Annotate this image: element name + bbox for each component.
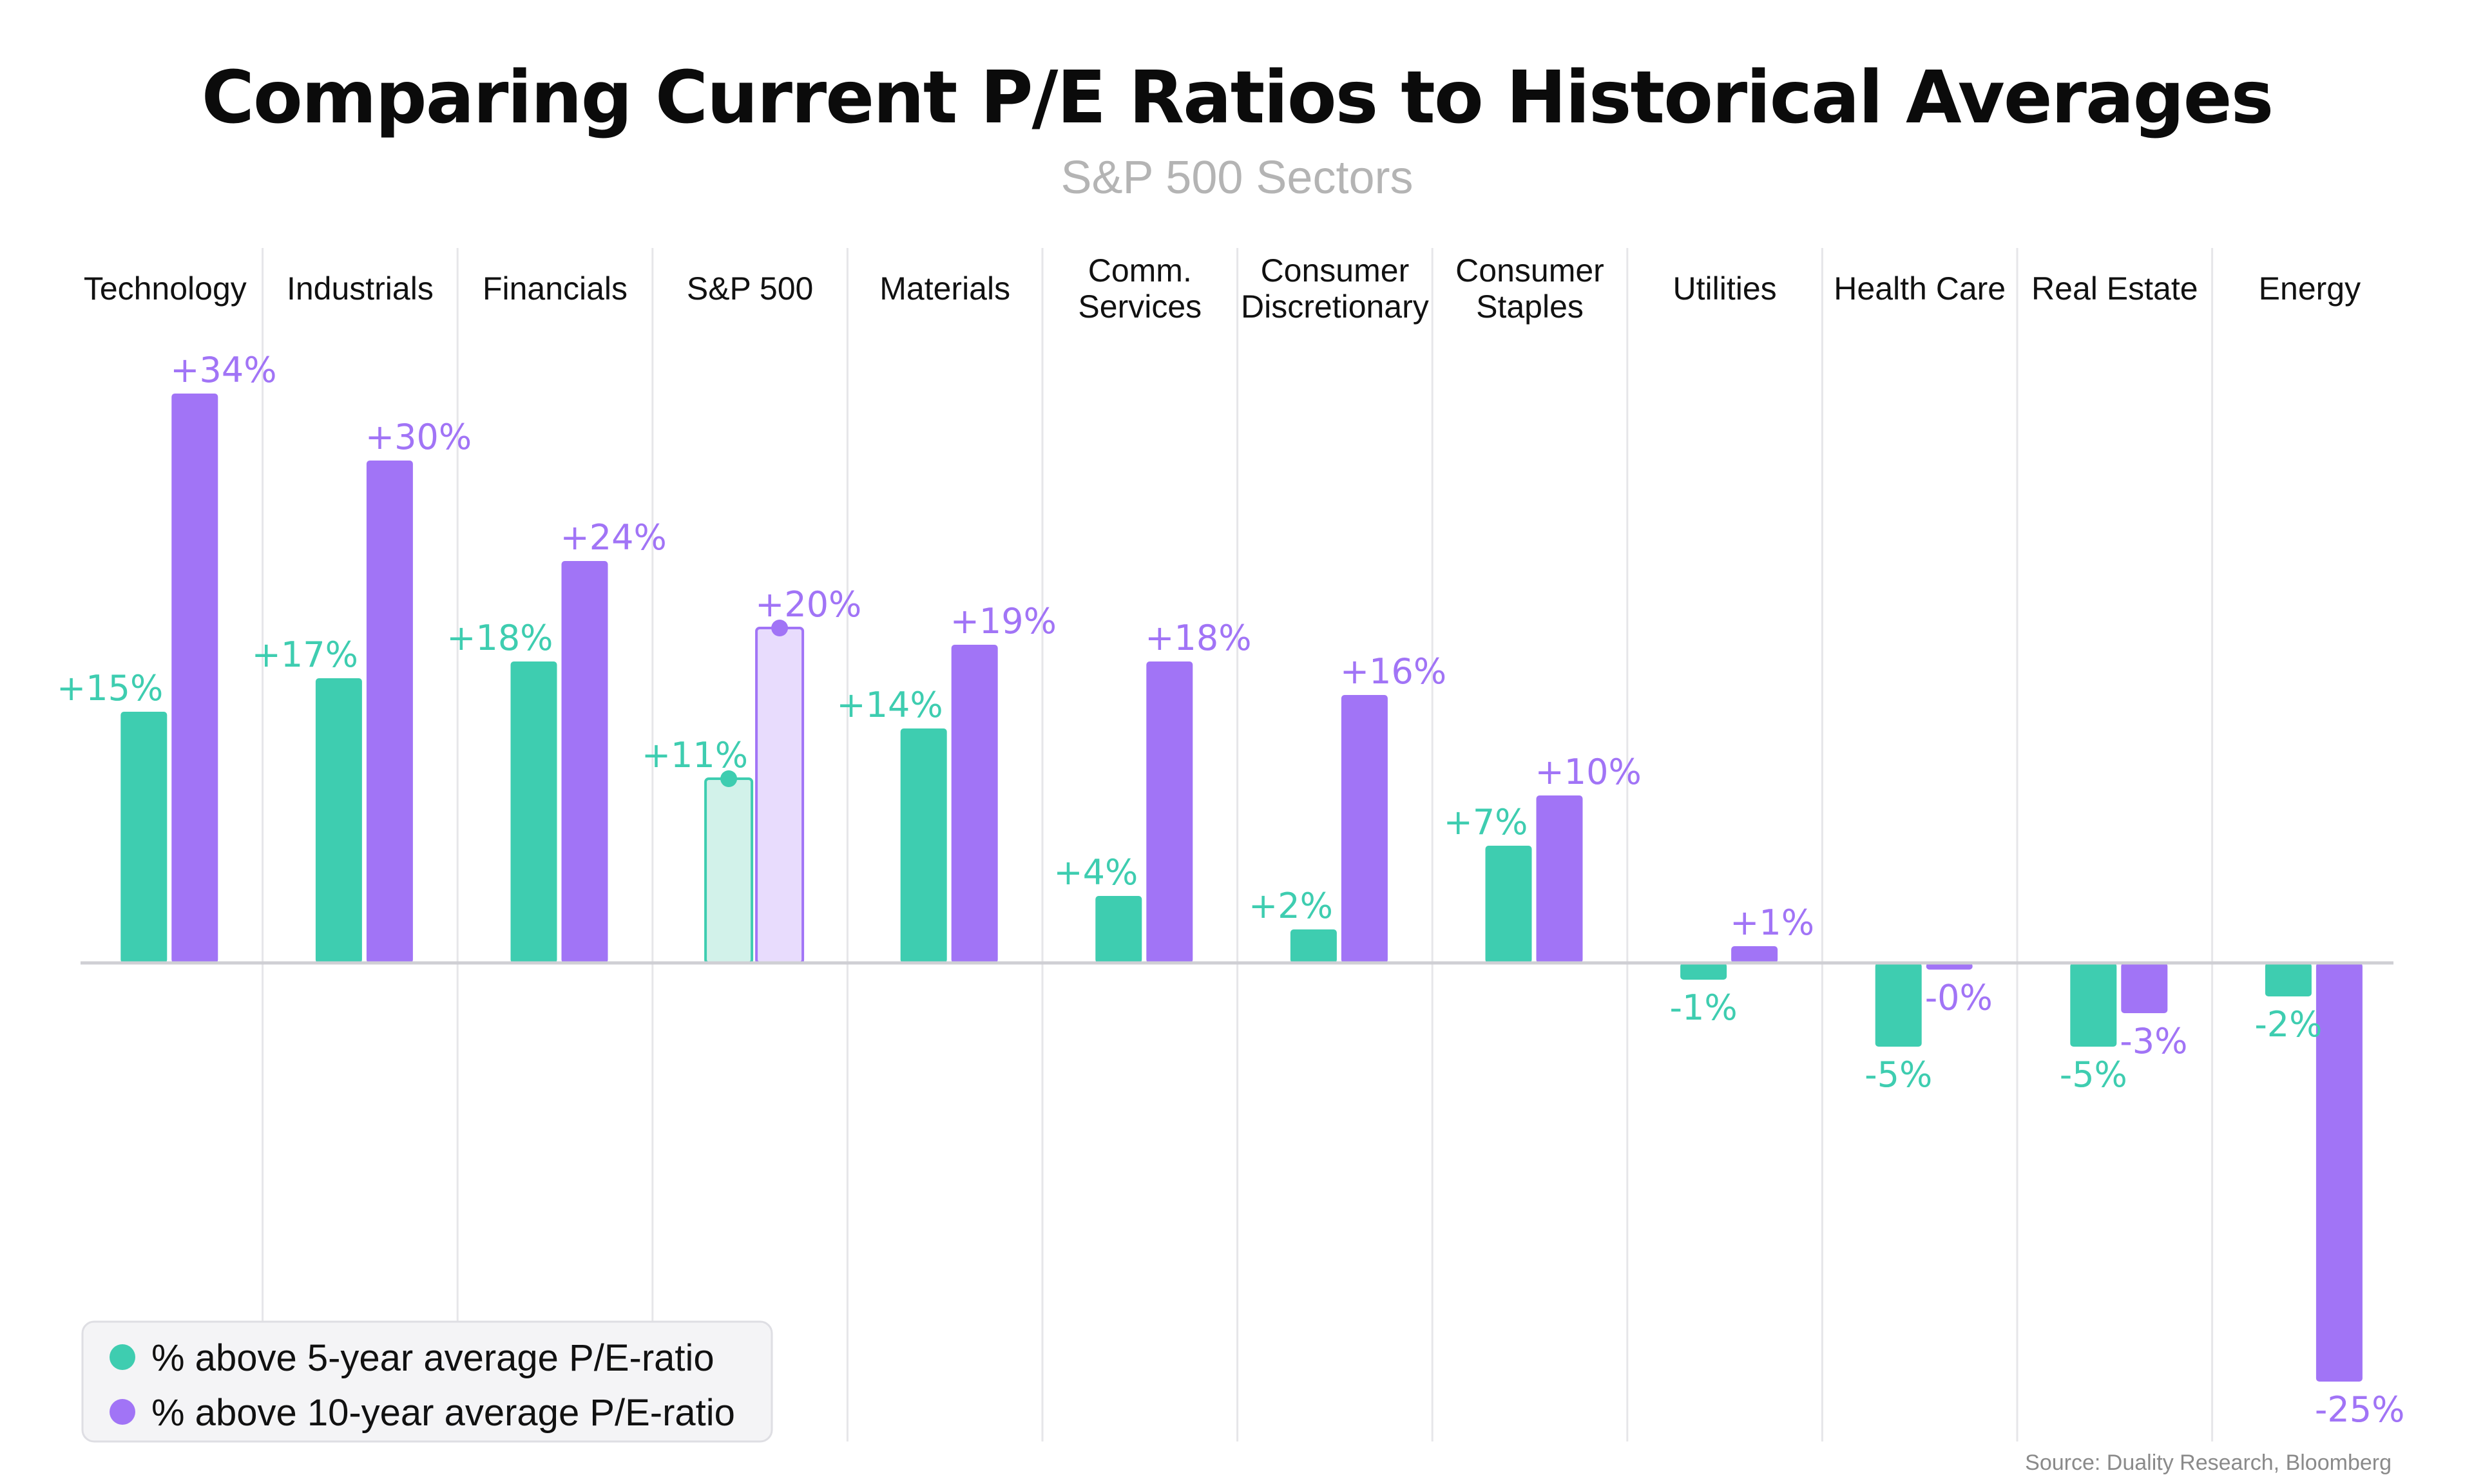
category-label-real-estate: Real Estate	[2031, 271, 2198, 307]
value-label-consumer-discretionary-5-year: +2%	[1249, 886, 1333, 926]
value-label-health-care-5-year: -5%	[1865, 1054, 1932, 1095]
value-label-consumer-staples-5-year: +7%	[1444, 802, 1528, 842]
category-label-consumer-discretionary: Consumer Discretionary	[1241, 252, 1429, 325]
value-label-technology-10-year: +34%	[170, 350, 276, 390]
highlight-marker	[771, 620, 789, 636]
legend-swatch-5-year	[110, 1344, 135, 1370]
bar-consumer-staples-5-year	[1485, 846, 1532, 963]
bar-health-care-10-year	[1926, 963, 1973, 970]
legend-label-5-year: % above 5-year average P/E-ratio	[151, 1337, 714, 1379]
bar-consumer-discretionary-10-year	[1341, 695, 1388, 963]
category-labels: Technology Industrials Financials S&P 500 Ma…	[84, 252, 2361, 325]
bar-technology-10-year	[171, 394, 218, 963]
chart-title: Comparing Current P/E Ratios to Historic…	[202, 56, 2273, 140]
category-label-consumer-staples: Consumer Staples	[1455, 252, 1604, 325]
category-label-health-care: Health Care	[1834, 271, 2006, 307]
value-label-comm-services-5-year: +4%	[1053, 852, 1138, 893]
value-label-sandp-500-10-year: +20%	[755, 584, 861, 625]
bar-comm-services-10-year	[1146, 661, 1193, 963]
value-label-real-estate-5-year: -5%	[2060, 1054, 2127, 1095]
category-label-line: Comm.	[1088, 252, 1192, 289]
bar-energy-5-year	[2265, 963, 2312, 996]
category-label-line: Consumer	[1455, 252, 1604, 289]
category-label-line: Consumer	[1261, 252, 1410, 289]
bar-financials-5-year	[510, 661, 557, 963]
category-dividers	[262, 248, 2214, 1441]
value-label-utilities-5-year: -1%	[1670, 987, 1738, 1028]
category-label-line: Real Estate	[2031, 271, 2198, 307]
value-label-materials-10-year: +19%	[950, 601, 1057, 642]
category-label-line: Technology	[84, 271, 247, 307]
bar-health-care-5-year	[1875, 963, 1922, 1047]
value-label-industrials-5-year: +17%	[252, 634, 358, 675]
bar-comm-services-5-year	[1095, 896, 1142, 963]
category-label-financials: Financials	[483, 271, 628, 307]
value-label-consumer-discretionary-10-year: +16%	[1340, 651, 1446, 692]
category-label-comm-services: Comm. Services	[1078, 252, 1202, 325]
bar-sandp-500-10-year	[755, 627, 805, 964]
value-label-energy-10-year: -25%	[2315, 1389, 2405, 1430]
category-label-industrials: Industrials	[287, 271, 434, 307]
bar-utilities-10-year	[1731, 946, 1778, 963]
legend-box	[81, 1320, 773, 1443]
category-label-line: Health Care	[1834, 271, 2006, 307]
bar-materials-10-year	[951, 645, 998, 963]
bar-real-estate-10-year	[2121, 963, 2168, 1013]
value-label-industrials-10-year: +30%	[365, 417, 472, 457]
bar-consumer-discretionary-5-year	[1290, 929, 1337, 963]
bar-industrials-10-year	[366, 461, 413, 963]
value-label-comm-services-10-year: +18%	[1145, 618, 1251, 658]
value-label-technology-5-year: +15%	[57, 668, 163, 709]
category-label-line: Financials	[483, 271, 628, 307]
source-note: Source: Duality Research, Bloomberg	[2025, 1451, 2392, 1475]
category-label-line: Industrials	[287, 271, 434, 307]
value-label-real-estate-10-year: -3%	[2120, 1021, 2187, 1061]
value-label-energy-5-year: -2%	[2254, 1004, 2322, 1045]
value-label-materials-5-year: +14%	[836, 685, 943, 725]
value-labels: +15% +34% +17% +30% +18% +24% +11% +20% +14% +19%…	[57, 350, 2404, 1430]
value-label-utilities-10-year: +1%	[1730, 902, 1814, 943]
bar-industrials-5-year	[315, 678, 362, 963]
category-label-line: Staples	[1476, 289, 1584, 325]
category-label-line: S&P 500	[687, 271, 813, 307]
chart-subtitle: S&P 500 Sectors	[1061, 152, 1414, 204]
bar-utilities-5-year	[1680, 963, 1727, 980]
bar-real-estate-5-year	[2070, 963, 2117, 1047]
value-label-sandp-500-5-year: +11%	[642, 735, 748, 775]
category-label-line: Discretionary	[1241, 289, 1429, 325]
value-label-financials-5-year: +18%	[446, 618, 553, 658]
bar-financials-10-year	[561, 561, 608, 963]
category-label-sandp-500: S&P 500	[687, 271, 813, 307]
category-label-line: Utilities	[1673, 271, 1777, 307]
value-label-health-care-10-year: -0%	[1925, 977, 1993, 1018]
legend-label-10-year: % above 10-year average P/E-ratio	[151, 1392, 735, 1434]
legend: % above 5-year average P/E-ratio % above…	[81, 1320, 773, 1443]
category-label-materials: Materials	[879, 271, 1010, 307]
value-label-consumer-staples-10-year: +10%	[1535, 752, 1642, 792]
bar-technology-5-year	[120, 712, 168, 963]
category-label-technology: Technology	[84, 271, 247, 307]
value-label-financials-10-year: +24%	[561, 517, 667, 558]
bar-sandp-500-5-year	[704, 777, 754, 964]
category-label-utilities: Utilities	[1673, 271, 1777, 307]
category-label-line: Services	[1078, 289, 1202, 325]
category-label-line: Energy	[2259, 271, 2361, 307]
category-label-line: Materials	[879, 271, 1010, 307]
bar-materials-5-year	[900, 728, 947, 963]
highlight-marker	[720, 770, 738, 787]
bars	[120, 394, 2363, 1382]
bar-energy-10-year	[2316, 963, 2363, 1382]
category-label-energy: Energy	[2259, 271, 2361, 307]
bar-consumer-staples-10-year	[1536, 795, 1583, 963]
legend-swatch-10-year	[110, 1399, 135, 1425]
